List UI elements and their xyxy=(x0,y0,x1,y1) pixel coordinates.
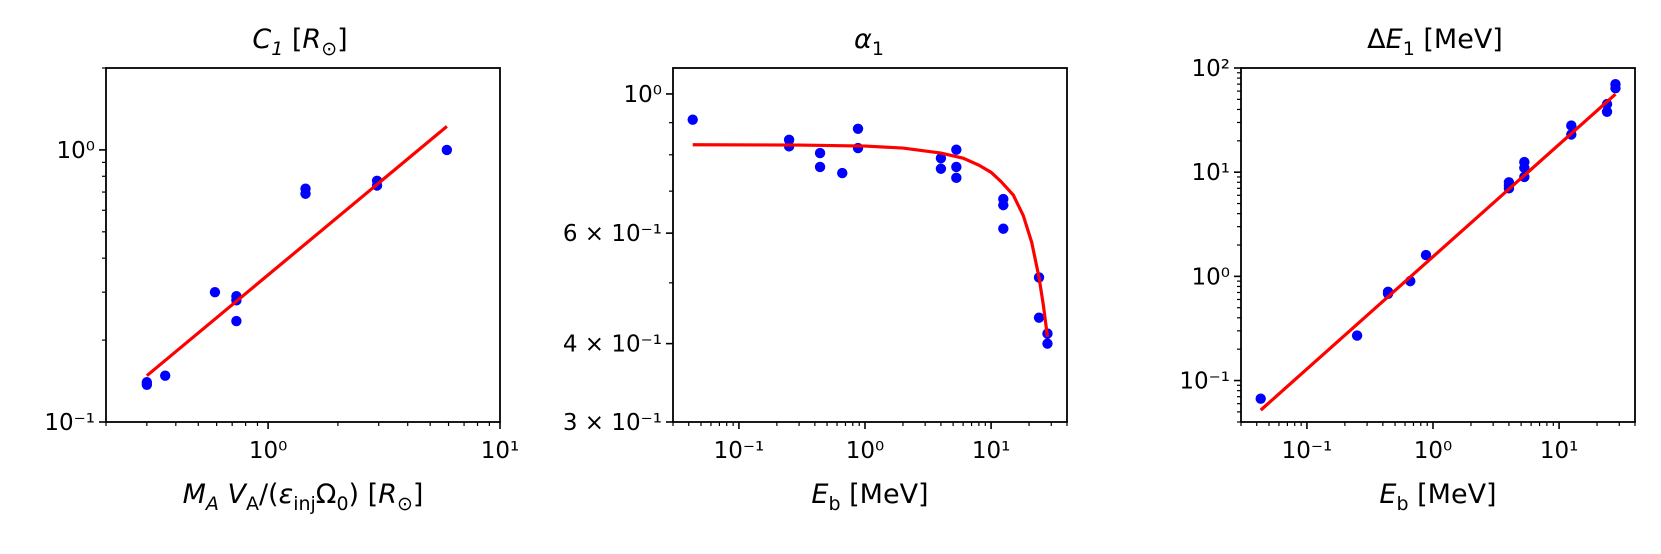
y-tick-label: 10⁰ xyxy=(624,82,663,108)
chart-title: α1 xyxy=(854,24,884,60)
data-point xyxy=(814,161,826,173)
y-tick-label: 10⁰ xyxy=(57,138,96,164)
plot-area xyxy=(1255,78,1621,412)
data-point xyxy=(951,144,962,155)
data-point xyxy=(1601,106,1613,117)
data-point xyxy=(300,188,311,199)
x-tick-label: 10⁻¹ xyxy=(1282,438,1333,464)
plot-area xyxy=(687,114,1053,349)
x-tick-label: 10¹ xyxy=(1540,438,1579,464)
data-point xyxy=(837,167,848,179)
x-tick-label: 10¹ xyxy=(481,438,520,464)
y-tick-label: 10⁻¹ xyxy=(1179,369,1230,395)
data-point xyxy=(1420,249,1432,261)
chart-panel-alpha1: α1 10⁻¹ 10⁰ 10¹ 10⁰ 6 × 10⁻¹ 4 × 10⁻¹ 3 × 10⁻¹… xyxy=(563,24,1068,515)
axes-frame xyxy=(105,67,501,423)
tick-group: 10⁻¹ 10⁰ 10¹ 10⁰ 6 × 10⁻¹ 4 × 10⁻¹ 3 × 10⁻¹ xyxy=(563,82,1068,464)
data-point xyxy=(1566,120,1577,131)
y-tick-label: 3 × 10⁻¹ xyxy=(563,410,662,436)
data-point xyxy=(141,379,153,390)
y-tick-label: 10¹ xyxy=(1192,160,1231,186)
plot-area xyxy=(141,125,453,390)
y-tick-label: 10² xyxy=(1192,56,1231,82)
x-axis-label: Eb [MeV] xyxy=(811,479,928,515)
tick-group: 10⁻¹ 10⁰ 10¹ 10⁻¹ 10⁰ 10¹ 10² xyxy=(1179,56,1636,464)
y-tick-label: 10⁰ xyxy=(1192,264,1231,290)
y-tick-label: 4 × 10⁻¹ xyxy=(563,332,662,358)
data-point xyxy=(687,114,698,125)
chart-title: C1 [R⊙] xyxy=(252,24,347,60)
data-point xyxy=(209,286,221,298)
axes-frame xyxy=(1240,67,1636,423)
x-tick-label: 10⁻¹ xyxy=(714,438,765,464)
fit-line xyxy=(692,143,1050,338)
data-point xyxy=(935,152,947,164)
data-point xyxy=(998,199,1009,211)
data-point xyxy=(998,223,1009,234)
data-point xyxy=(935,163,947,174)
chart-title: ΔE1 [MeV] xyxy=(1367,24,1503,60)
data-point xyxy=(1033,312,1045,323)
data-point xyxy=(231,315,242,327)
x-axis-label: MA VA/(εinjΩ0) [R⊙] xyxy=(183,479,424,515)
data-point xyxy=(1042,338,1053,349)
tick-group: 10⁰ 10¹ 10⁻¹ 10⁰ xyxy=(44,67,520,464)
data-point xyxy=(951,172,962,184)
y-tick-label: 10⁻¹ xyxy=(44,410,95,436)
x-tick-label: 10⁰ xyxy=(1414,438,1453,464)
chart-panel-delta-e1: ΔE1 [MeV] 10⁻¹ 10⁰ 10¹ 10⁻¹ 10⁰ 10¹ 10² Eb [Me… xyxy=(1179,24,1636,515)
axes-frame xyxy=(672,67,1068,423)
x-tick-label: 10¹ xyxy=(972,438,1011,464)
fit-line xyxy=(1259,93,1617,412)
data-point xyxy=(441,144,453,156)
data-point xyxy=(1519,162,1530,174)
data-point xyxy=(814,147,826,159)
y-tick-label: 6 × 10⁻¹ xyxy=(563,221,662,247)
data-point xyxy=(1255,393,1266,404)
data-point xyxy=(951,161,962,173)
data-point xyxy=(852,123,864,134)
data-point xyxy=(1351,330,1363,341)
x-tick-label: 10⁰ xyxy=(846,438,885,464)
data-point xyxy=(1610,82,1621,94)
chart-panel-c1: C1 [R⊙] 10⁰ 10¹ 10⁻¹ 10⁰ MA VA/(εinjΩ0) [R⊙… xyxy=(44,24,519,515)
data-point xyxy=(160,370,171,381)
x-axis-label: Eb [MeV] xyxy=(1379,479,1496,515)
x-tick-label: 10⁰ xyxy=(249,438,288,464)
fit-line xyxy=(145,125,448,377)
